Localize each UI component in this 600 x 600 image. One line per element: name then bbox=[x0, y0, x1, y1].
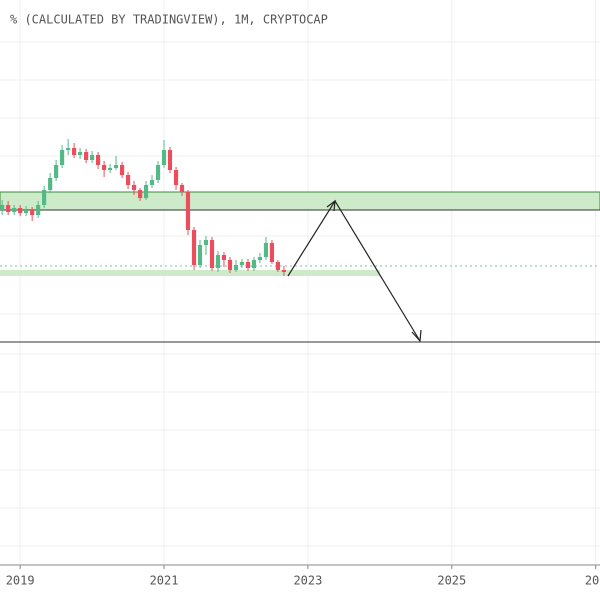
candle-body bbox=[269, 243, 275, 262]
candle-body bbox=[0, 205, 5, 210]
candle-body bbox=[24, 210, 29, 213]
candle-body bbox=[12, 208, 17, 212]
candle-body bbox=[203, 240, 209, 245]
candle-body bbox=[125, 175, 131, 185]
candle-body bbox=[77, 152, 83, 155]
candle-body bbox=[66, 148, 71, 150]
candle-body bbox=[30, 210, 35, 215]
candle-body bbox=[137, 190, 143, 198]
candle-body bbox=[59, 150, 65, 165]
candle-body bbox=[191, 230, 197, 265]
projection-arrows bbox=[287, 199, 422, 343]
candle-body bbox=[18, 208, 23, 213]
x-tick-label: 2021 bbox=[150, 574, 179, 588]
candle-body bbox=[89, 155, 95, 160]
candle-body bbox=[281, 270, 287, 272]
candle-body bbox=[233, 265, 239, 270]
candle-body bbox=[275, 262, 281, 270]
candle-body bbox=[131, 185, 137, 190]
candle-body bbox=[143, 185, 149, 198]
candle-body bbox=[48, 178, 53, 190]
x-tick-label: 202 bbox=[585, 574, 600, 588]
candle-body bbox=[167, 150, 173, 170]
candle-body bbox=[263, 243, 269, 257]
candle-body bbox=[84, 152, 89, 160]
x-tick-label: 2019 bbox=[6, 574, 35, 588]
candle-body bbox=[95, 155, 101, 165]
support-zone bbox=[0, 270, 380, 276]
candle-body bbox=[161, 150, 167, 165]
x-tick-label: 2025 bbox=[437, 574, 466, 588]
candle-body bbox=[197, 245, 203, 265]
candle-body bbox=[209, 240, 215, 268]
candle-body bbox=[251, 260, 257, 268]
candle-body bbox=[227, 260, 233, 270]
candle-body bbox=[113, 165, 119, 168]
candle-body bbox=[107, 168, 113, 170]
candle-body bbox=[72, 148, 77, 155]
x-tick-label: 2023 bbox=[293, 574, 322, 588]
candle-body bbox=[215, 255, 221, 268]
x-axis-area bbox=[0, 565, 600, 600]
candle-body bbox=[54, 165, 59, 178]
candle-body bbox=[245, 262, 251, 268]
candle-body bbox=[185, 192, 191, 230]
horizontal-grid bbox=[0, 41, 600, 547]
candle-body bbox=[149, 180, 155, 185]
candle-body bbox=[6, 205, 11, 212]
candle-body bbox=[155, 165, 161, 180]
candle-body bbox=[179, 185, 185, 192]
candle-body bbox=[257, 257, 263, 260]
candle-body bbox=[102, 165, 107, 170]
chart-title: % (CALCULATED BY TRADINGVIEW), 1M, CRYPT… bbox=[10, 13, 328, 27]
candle-body bbox=[119, 165, 125, 175]
candle-body bbox=[36, 205, 41, 215]
candle-body bbox=[221, 255, 227, 260]
candle-body bbox=[42, 190, 47, 205]
resistance-zone bbox=[0, 191, 600, 211]
candle-body bbox=[173, 170, 179, 185]
candle-body bbox=[239, 262, 245, 265]
